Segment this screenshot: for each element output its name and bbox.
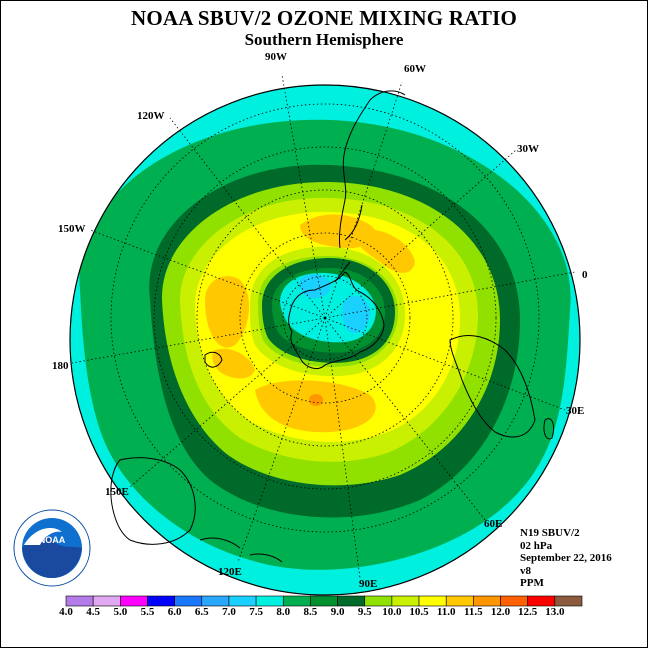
colorbar-tick-label: 5.0: [113, 606, 128, 618]
lon-label-60w: 60W: [404, 63, 426, 75]
colorbar-swatch: [147, 595, 175, 607]
colorbar-tick-label: 4.5: [86, 606, 101, 618]
lon-label-180: 180: [52, 360, 69, 372]
colorbar-swatch: [445, 595, 474, 607]
colorbar-tick-label: 13.0: [545, 606, 565, 618]
colorbar-tick-label: 10.0: [382, 606, 402, 618]
lon-label-120w: 120W: [137, 110, 165, 122]
colorbar-tick-label: 5.5: [140, 606, 155, 618]
contour-band-11-5: [309, 394, 323, 406]
lon-label-120e: 120E: [218, 566, 242, 578]
units-label: PPM: [520, 577, 544, 589]
colorbar-tick-label: 11.5: [464, 606, 483, 618]
colorbar-tick-label: 9.0: [330, 606, 345, 618]
lon-label-0: 0: [582, 269, 588, 281]
colorbar-tick-label: 9.5: [357, 606, 372, 618]
colorbar-tick-label: 10.5: [409, 606, 429, 618]
lon-label-90e: 90E: [359, 578, 378, 590]
colorbar-swatch: [473, 595, 501, 607]
version-label: v8: [520, 564, 531, 577]
lon-label-90w: 90W: [265, 51, 287, 63]
colorbar-swatch: [391, 595, 420, 607]
instrument-label: N19 SBUV/2: [520, 527, 580, 539]
colorbar-swatch: [255, 595, 284, 607]
graticule: [71, 74, 576, 579]
colorbar-tick-label: 4.0: [59, 606, 73, 618]
lon-label-150w: 150W: [58, 223, 86, 235]
vortex-core-7-5: [299, 274, 331, 299]
colorbar-tick-label: 6.0: [167, 606, 182, 618]
colorbar-tick-label: 8.5: [303, 606, 318, 618]
colorbar-swatch: [282, 595, 311, 607]
colorbar-swatch: [310, 595, 338, 607]
colorbar-swatch: [554, 595, 583, 607]
pressure-level-label: 02 hPa: [520, 539, 553, 552]
vortex-core-7-5: [342, 296, 370, 333]
lon-label-30e: 30E: [566, 405, 585, 417]
colorbar-tick-label: 12.5: [518, 606, 538, 618]
colorbar-swatch: [337, 595, 366, 607]
map-title: NOAA SBUV/2 OZONE MIXING RATIO: [131, 6, 517, 30]
colorbar-tick-label: 6.5: [194, 606, 209, 618]
info-block: N19 SBUV/2 02 hPa September 22, 2016 v8 …: [520, 527, 612, 590]
noaa-logo-text: NOAA: [39, 535, 66, 545]
map-subtitle: Southern Hemisphere: [244, 30, 404, 49]
colorbar-swatch: [65, 595, 94, 607]
colorbar-swatch: [228, 595, 257, 607]
colorbar-swatch: [174, 595, 203, 607]
colorbar-tick-label: 12.0: [490, 606, 511, 618]
lon-label-60e: 60E: [484, 518, 503, 530]
noaa-logo: NOAA: [13, 509, 91, 587]
colorbar-tick-label: 7.5: [249, 606, 263, 618]
colorbar-swatch: [92, 595, 121, 607]
contour-band-11-0: [212, 348, 255, 379]
coastlines: [110, 90, 555, 563]
colorbar-tick-label: 7.0: [222, 606, 236, 618]
colorbar-tick-label: 11.0: [436, 606, 456, 618]
date-label: September 22, 2016: [520, 552, 612, 564]
lon-label-150e: 150E: [105, 486, 129, 498]
colorbar-swatch: [364, 595, 393, 607]
contour-band-11-0: [255, 380, 376, 433]
colorbar-swatch: [201, 595, 230, 607]
lon-label-30w: 30W: [517, 143, 539, 155]
contour-band-11-0: [354, 229, 415, 273]
colorbar-swatch: [527, 595, 556, 607]
map-boundary: [69, 84, 581, 596]
colorbar-swatch: [418, 595, 447, 607]
colorbar-swatch: [120, 595, 148, 607]
colorbar-swatch: [500, 595, 528, 607]
contour-band-11-0: [205, 276, 250, 348]
colorbar-tick-label: 8.0: [276, 606, 291, 618]
